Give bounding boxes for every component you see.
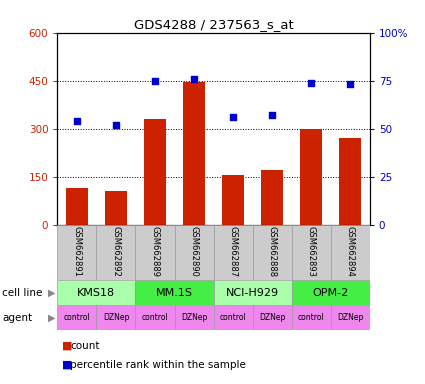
Text: control: control: [142, 313, 168, 322]
Bar: [213, 305, 252, 330]
Point: [113, 122, 119, 128]
Bar: [175, 225, 213, 280]
Bar: [292, 305, 331, 330]
Text: ▶: ▶: [48, 313, 56, 323]
Bar: [292, 280, 370, 305]
Text: DZNep: DZNep: [337, 313, 363, 322]
Text: agent: agent: [2, 313, 32, 323]
Bar: [213, 280, 292, 305]
Bar: [57, 225, 96, 280]
Text: DZNep: DZNep: [181, 313, 207, 322]
Bar: [300, 129, 322, 225]
Text: ▶: ▶: [48, 288, 56, 298]
Point: [347, 81, 354, 88]
Text: KMS18: KMS18: [77, 288, 116, 298]
Text: GSM662889: GSM662889: [150, 226, 159, 277]
Text: ■: ■: [62, 360, 72, 370]
Text: count: count: [70, 341, 99, 351]
Point: [269, 112, 275, 118]
Bar: [96, 225, 136, 280]
Bar: [252, 225, 292, 280]
Bar: [222, 175, 244, 225]
Text: control: control: [298, 313, 325, 322]
Point: [191, 76, 198, 82]
Bar: [213, 225, 252, 280]
Title: GDS4288 / 237563_s_at: GDS4288 / 237563_s_at: [134, 18, 293, 31]
Bar: [175, 305, 213, 330]
Bar: [183, 82, 205, 225]
Text: GSM662893: GSM662893: [307, 226, 316, 277]
Text: percentile rank within the sample: percentile rank within the sample: [70, 360, 246, 370]
Point: [74, 118, 80, 124]
Bar: [57, 280, 136, 305]
Bar: [136, 280, 213, 305]
Text: MM.1S: MM.1S: [156, 288, 193, 298]
Bar: [57, 305, 96, 330]
Text: GSM662891: GSM662891: [72, 226, 82, 277]
Text: ■: ■: [62, 341, 72, 351]
Text: OPM-2: OPM-2: [312, 288, 349, 298]
Bar: [292, 225, 331, 280]
Bar: [136, 225, 175, 280]
Text: GSM662890: GSM662890: [190, 226, 198, 277]
Point: [230, 114, 236, 120]
Text: cell line: cell line: [2, 288, 42, 298]
Text: control: control: [63, 313, 90, 322]
Bar: [252, 305, 292, 330]
Bar: [331, 225, 370, 280]
Text: GSM662894: GSM662894: [346, 226, 355, 277]
Text: DZNep: DZNep: [259, 313, 285, 322]
Bar: [136, 305, 175, 330]
Text: control: control: [220, 313, 246, 322]
Text: NCI-H929: NCI-H929: [226, 288, 279, 298]
Point: [308, 79, 314, 86]
Bar: [340, 138, 361, 225]
Text: GSM662888: GSM662888: [268, 226, 277, 277]
Bar: [96, 305, 136, 330]
Text: GSM662887: GSM662887: [229, 226, 238, 277]
Bar: [331, 305, 370, 330]
Point: [152, 78, 159, 84]
Bar: [261, 170, 283, 225]
Bar: [144, 119, 166, 225]
Text: GSM662892: GSM662892: [111, 226, 120, 277]
Text: DZNep: DZNep: [103, 313, 129, 322]
Bar: [66, 188, 88, 225]
Bar: [105, 191, 127, 225]
